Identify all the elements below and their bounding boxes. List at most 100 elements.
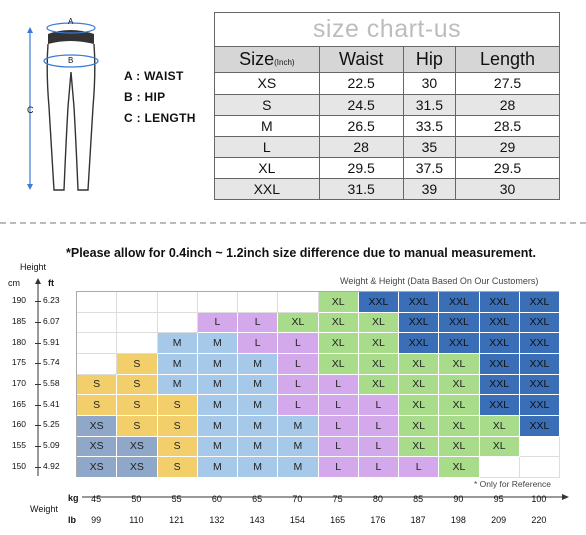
size-row: XS 22.5 30 27.5 xyxy=(214,72,560,95)
size-grid-cell: XS xyxy=(77,415,118,437)
height-ft-tick-label: 5.09 xyxy=(43,440,60,451)
weight-lb-tick-label: 132 xyxy=(209,515,225,525)
weight-kg-tick-label: 90 xyxy=(453,494,464,504)
size-grid-cell: XS xyxy=(77,436,118,458)
height-ft-tick-label: 5.41 xyxy=(43,398,60,409)
size-grid-cell: S xyxy=(157,436,198,458)
size-grid-cell: M xyxy=(278,415,319,437)
size-cell: L xyxy=(214,135,320,158)
weight-kg-tick-label: 55 xyxy=(171,494,182,504)
size-grid-cell: XXL xyxy=(399,333,440,354)
size-grid-cell: S xyxy=(157,415,198,437)
size-cell: 33.5 xyxy=(402,114,457,137)
size-chart-table: size chart-us Size(Inch) Waist Hip Lengt… xyxy=(214,12,560,201)
kg-unit-label: kg xyxy=(68,493,79,503)
size-chart-title: size chart-us xyxy=(214,12,560,47)
size-grid-cell: XL xyxy=(399,353,440,375)
size-cell: 29 xyxy=(455,135,560,158)
size-cell: 26.5 xyxy=(318,114,404,137)
measurement-note: *Please allow for 0.4inch ~ 1.2inch size… xyxy=(66,246,536,260)
section-divider xyxy=(0,222,586,224)
size-grid-cell: XS xyxy=(117,457,158,478)
size-grid-cell: XXL xyxy=(519,333,560,354)
size-grid-cell: XXL xyxy=(519,312,560,334)
size-grid-cell xyxy=(197,292,238,313)
height-cm-tick-label: 180 xyxy=(11,336,26,347)
height-ft-tick-label: 5.74 xyxy=(43,357,60,368)
height-tick xyxy=(35,446,41,448)
height-cm-tick-label: 165 xyxy=(11,398,26,409)
size-grid-cell xyxy=(117,312,158,334)
size-grid-cell: XL xyxy=(318,353,359,375)
weight-kg-tick-label: 65 xyxy=(252,494,263,504)
size-grid-cell: XXL xyxy=(519,292,560,313)
height-ft-tick-label: 5.25 xyxy=(43,419,60,430)
size-grid-cell: M xyxy=(197,374,238,396)
size-grid-cell: S xyxy=(117,395,158,416)
size-cell: 39 xyxy=(402,177,457,201)
weight-lb-tick-label: 110 xyxy=(129,515,144,525)
height-cm-tick-label: 175 xyxy=(11,357,26,368)
size-grid-cell: L xyxy=(318,436,359,458)
size-grid-cell: L xyxy=(318,395,359,416)
size-grid-cell: XL xyxy=(439,374,480,396)
weight-lb-tick-label: 165 xyxy=(330,515,346,525)
size-grid-cell: S xyxy=(117,353,158,375)
legend-hip: B : HIP xyxy=(124,90,166,104)
size-grid-cell: L xyxy=(358,436,399,458)
weight-kg-tick-label: 85 xyxy=(413,494,424,504)
size-cell: 31.5 xyxy=(318,177,404,201)
height-cm-tick-label: 185 xyxy=(11,316,26,326)
weight-kg-tick-label: 100 xyxy=(531,494,547,504)
weight-kg-tick-label: 45 xyxy=(91,494,102,504)
size-grid-cell: L xyxy=(358,415,399,437)
size-grid-cell: XL xyxy=(479,436,520,458)
weight-lb-tick-label: 220 xyxy=(531,515,547,525)
size-grid-cell: L xyxy=(197,312,238,334)
size-grid-cell: L xyxy=(278,395,319,416)
height-cm-tick-label: 150 xyxy=(11,460,26,471)
size-cell: 29.5 xyxy=(318,156,404,179)
size-grid-cell: XXL xyxy=(519,374,560,396)
size-grid-cell: L xyxy=(358,395,399,416)
size-grid-cell: XXL xyxy=(439,333,480,354)
size-grid-cell: S xyxy=(117,415,158,437)
legend-waist: A : WAIST xyxy=(124,69,184,83)
chart-title: Weight & Height (Data Based On Our Custo… xyxy=(340,276,539,286)
height-ft-tick-label: 5.58 xyxy=(43,378,60,388)
size-grid-cell: XXL xyxy=(519,415,560,437)
size-grid-cell: XL xyxy=(399,374,440,396)
height-ft-tick-label: 4.92 xyxy=(43,460,60,471)
size-grid-cell: M xyxy=(157,333,198,354)
size-cell: S xyxy=(214,93,320,116)
size-row: L 28 35 29 xyxy=(214,135,560,158)
size-cell: XL xyxy=(214,156,320,179)
size-cell: 31.5 xyxy=(402,93,457,116)
height-tick xyxy=(35,342,41,344)
length-label: C xyxy=(27,105,34,115)
size-row: XXL 31.5 39 30 xyxy=(214,177,560,201)
size-grid-cell: M xyxy=(197,436,238,458)
size-grid-cell: XL xyxy=(439,353,480,375)
weight-kg-tick-label: 60 xyxy=(211,494,222,504)
size-grid-cell: M xyxy=(238,457,279,478)
size-grid-cell: L xyxy=(318,374,359,396)
size-grid-cell: M xyxy=(197,415,238,437)
weight-axis-label: Weight xyxy=(30,504,58,514)
size-grid-cell xyxy=(77,333,118,354)
size-grid-cell: XL xyxy=(358,312,399,334)
size-cell: 30 xyxy=(402,72,457,95)
size-grid-cell: XXL xyxy=(479,374,520,396)
size-grid-cell: L xyxy=(318,457,359,478)
size-grid-cell xyxy=(77,292,118,313)
weight-lb-tick-label: 143 xyxy=(249,515,265,525)
cm-unit-label: cm xyxy=(8,278,20,288)
size-grid-cell: XXL xyxy=(519,395,560,416)
size-grid-cell: M xyxy=(238,374,279,396)
height-cm-tick-label: 170 xyxy=(11,378,26,388)
weight-kg-tick-label: 80 xyxy=(372,494,383,504)
size-cell: 37.5 xyxy=(402,156,457,179)
size-grid-cell: XL xyxy=(358,333,399,354)
size-grid-cell: XS xyxy=(117,436,158,458)
weight-kg-tick-label: 75 xyxy=(332,494,343,504)
